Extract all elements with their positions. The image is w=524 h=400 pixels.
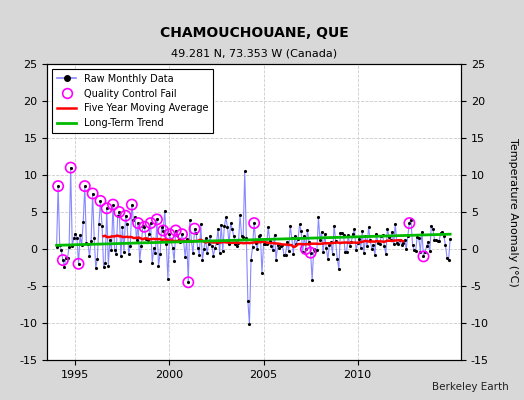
Point (103, 205, 111, 212)
Point (178, 231, 186, 237)
Point (171, 227, 180, 234)
Text: Berkeley Earth: Berkeley Earth (432, 382, 508, 392)
Point (307, 250, 315, 256)
Point (89, 190, 97, 197)
Y-axis label: Temperature Anomaly (°C): Temperature Anomaly (°C) (508, 138, 518, 286)
Point (109, 201, 117, 208)
Point (302, 246, 310, 252)
Point (147, 220, 155, 226)
Legend: Raw Monthly Data, Quality Control Fail, Five Year Moving Average, Long-Term Tren: Raw Monthly Data, Quality Control Fail, … (52, 69, 213, 133)
Point (67, 164, 75, 171)
Point (134, 220, 143, 226)
Point (405, 220, 413, 226)
Point (250, 220, 258, 226)
Point (81, 183, 89, 189)
Point (184, 279, 192, 286)
Text: 49.281 N, 73.353 W (Canada): 49.281 N, 73.353 W (Canada) (171, 48, 337, 58)
Point (54, 183, 62, 189)
Point (159, 227, 167, 234)
Point (122, 212, 130, 219)
Point (128, 201, 136, 208)
Point (165, 231, 173, 237)
Point (74, 261, 83, 267)
Point (140, 224, 149, 230)
Point (59, 257, 67, 263)
Point (152, 216, 161, 222)
Point (115, 209, 124, 215)
Text: CHAMOUCHOUANE, QUE: CHAMOUCHOUANE, QUE (160, 26, 348, 40)
Point (190, 226, 199, 232)
Point (419, 253, 428, 260)
Point (96, 198, 105, 204)
